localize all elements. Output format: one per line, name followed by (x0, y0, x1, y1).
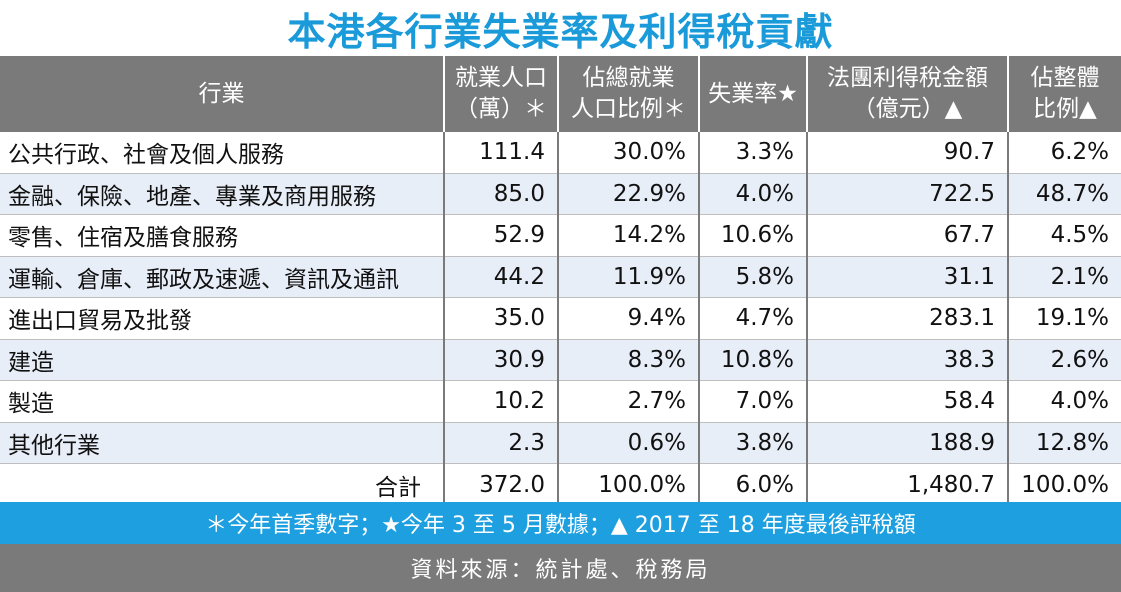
source-bar: 資料來源：統計處、稅務局 (0, 544, 1121, 592)
cell-profits-share: 2.6% (1008, 339, 1121, 381)
total-profits-tax: 1,480.7 (807, 463, 1009, 506)
cell-profits-share: 6.2% (1008, 132, 1121, 174)
cell-employment-share: 0.6% (558, 422, 700, 464)
header-employment-share: 佔總就業 人口比例＊ (558, 56, 700, 132)
table-row: 金融、保險、地產、專業及商用服務 85.0 22.9% 4.0% 722.5 4… (0, 173, 1121, 215)
cell-unemployment-rate: 10.8% (699, 339, 808, 381)
cell-industry: 金融、保險、地產、專業及商用服務 (0, 173, 445, 215)
cell-profits-tax: 283.1 (807, 297, 1009, 340)
cell-employment-share: 2.7% (558, 380, 700, 423)
cell-unemployment-rate: 3.3% (699, 132, 808, 174)
total-unemployment-rate: 6.0% (699, 463, 808, 506)
cell-industry: 建造 (0, 339, 445, 381)
cell-profits-share: 4.5% (1008, 214, 1121, 257)
page-title: 本港各行業失業率及利得稅貢獻 (287, 9, 834, 54)
cell-profits-share: 48.7% (1008, 173, 1121, 215)
cell-employment-share: 30.0% (558, 132, 700, 174)
table-header-row: 行業 就業人口 （萬）＊ 佔總就業 人口比例＊ 失業率★ 法團利得稅金額 （億元）▲ … (0, 56, 1121, 132)
cell-profits-share: 4.0% (1008, 380, 1121, 423)
cell-unemployment-rate: 10.6% (699, 214, 808, 257)
cell-employment-share: 9.4% (558, 297, 700, 340)
cell-profits-tax: 38.3 (807, 339, 1009, 381)
header-profits-tax: 法團利得稅金額 （億元）▲ (807, 56, 1009, 132)
cell-unemployment-rate: 7.0% (699, 380, 808, 423)
cell-profits-share: 19.1% (1008, 297, 1121, 340)
cell-employment: 111.4 (444, 132, 559, 174)
cell-employment-share: 22.9% (558, 173, 700, 215)
cell-profits-tax: 90.7 (807, 132, 1009, 174)
cell-profits-tax: 31.1 (807, 256, 1009, 298)
footnote-bar: ＊今年首季數字；★今年 3 至 5 月數據；▲ 2017 至 18 年度最後評稅… (0, 502, 1121, 544)
total-employment-share: 100.0% (558, 463, 700, 506)
total-profits-share: 100.0% (1008, 463, 1121, 506)
header-employment: 就業人口 （萬）＊ (444, 56, 559, 132)
table-row: 建造 30.9 8.3% 10.8% 38.3 2.6% (0, 339, 1121, 381)
header-profits-share: 佔整體 比例▲ (1008, 56, 1121, 132)
cell-industry: 進出口貿易及批發 (0, 297, 445, 340)
total-employment: 372.0 (444, 463, 559, 506)
cell-industry: 其他行業 (0, 422, 445, 464)
cell-unemployment-rate: 4.7% (699, 297, 808, 340)
total-label: 合計 (0, 463, 445, 506)
cell-employment: 52.9 (444, 214, 559, 257)
table-row: 運輸、倉庫、郵政及速遞、資訊及通訊 44.2 11.9% 5.8% 31.1 2… (0, 256, 1121, 298)
table-row: 進出口貿易及批發 35.0 9.4% 4.7% 283.1 19.1% (0, 297, 1121, 340)
table-row: 其他行業 2.3 0.6% 3.8% 188.9 12.8% (0, 422, 1121, 464)
cell-employment: 10.2 (444, 380, 559, 423)
industry-table: 行業 就業人口 （萬）＊ 佔總就業 人口比例＊ 失業率★ 法團利得稅金額 （億元）▲ … (0, 56, 1121, 506)
cell-profits-share: 12.8% (1008, 422, 1121, 464)
cell-industry: 製造 (0, 380, 445, 423)
cell-profits-share: 2.1% (1008, 256, 1121, 298)
table-total-row: 合計 372.0 100.0% 6.0% 1,480.7 100.0% (0, 463, 1121, 506)
cell-employment: 2.3 (444, 422, 559, 464)
cell-unemployment-rate: 3.8% (699, 422, 808, 464)
cell-industry: 運輸、倉庫、郵政及速遞、資訊及通訊 (0, 256, 445, 298)
cell-profits-tax: 188.9 (807, 422, 1009, 464)
table-row: 製造 10.2 2.7% 7.0% 58.4 4.0% (0, 380, 1121, 423)
cell-employment-share: 11.9% (558, 256, 700, 298)
table-row: 公共行政、社會及個人服務 111.4 30.0% 3.3% 90.7 6.2% (0, 132, 1121, 174)
cell-industry: 零售、住宿及膳食服務 (0, 214, 445, 257)
cell-industry: 公共行政、社會及個人服務 (0, 132, 445, 174)
cell-unemployment-rate: 5.8% (699, 256, 808, 298)
cell-profits-tax: 722.5 (807, 173, 1009, 215)
cell-employment: 35.0 (444, 297, 559, 340)
cell-profits-tax: 67.7 (807, 214, 1009, 257)
cell-employment: 44.2 (444, 256, 559, 298)
cell-employment-share: 8.3% (558, 339, 700, 381)
cell-employment-share: 14.2% (558, 214, 700, 257)
cell-employment: 30.9 (444, 339, 559, 381)
header-industry: 行業 (0, 56, 445, 132)
cell-unemployment-rate: 4.0% (699, 173, 808, 215)
cell-employment: 85.0 (444, 173, 559, 215)
cell-profits-tax: 58.4 (807, 380, 1009, 423)
table-row: 零售、住宿及膳食服務 52.9 14.2% 10.6% 67.7 4.5% (0, 214, 1121, 257)
header-unemployment-rate: 失業率★ (699, 56, 808, 132)
